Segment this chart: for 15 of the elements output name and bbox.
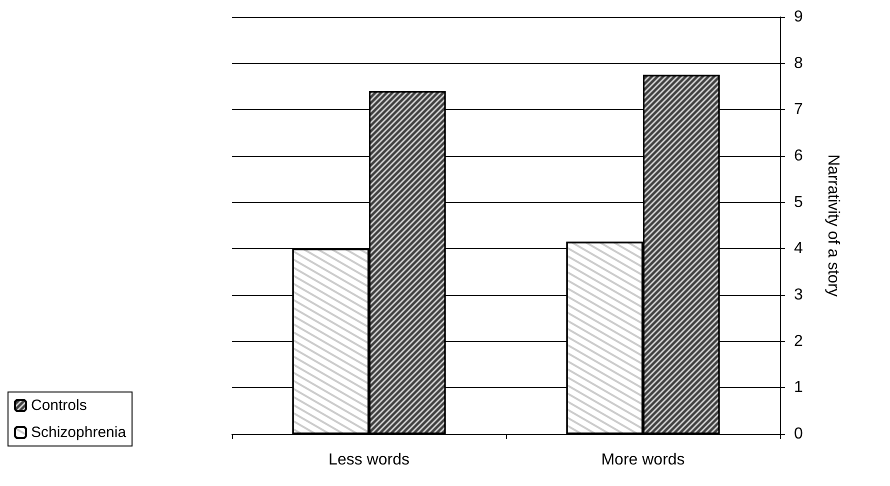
legend-label: Schizophrenia	[31, 424, 127, 441]
x-tick-label: Less words	[328, 452, 410, 468]
y-tick-label: 6	[794, 148, 803, 164]
y-tick-label: 1	[794, 379, 803, 396]
y-tick-label: 0	[794, 426, 803, 442]
y-tick-label: 8	[794, 54, 803, 72]
x-tick-label: More words	[601, 452, 685, 468]
y-axis-title: Narrativity of a story	[824, 154, 842, 297]
y-tick-label: 4	[794, 240, 803, 258]
y-tick-label: 7	[794, 101, 803, 118]
y-tick-label: 2	[794, 332, 803, 350]
y-tick-label: 9	[794, 8, 803, 26]
y-tick-label: 5	[794, 194, 803, 211]
legend-label: Controls	[31, 397, 87, 414]
y-tick-label: 3	[794, 286, 803, 304]
